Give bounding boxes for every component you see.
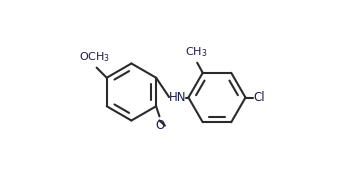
Text: O: O bbox=[155, 119, 164, 132]
Text: HN: HN bbox=[169, 91, 186, 104]
Text: CH$_3$: CH$_3$ bbox=[185, 46, 208, 59]
Text: Cl: Cl bbox=[254, 91, 265, 104]
Text: OCH$_3$: OCH$_3$ bbox=[79, 50, 110, 63]
